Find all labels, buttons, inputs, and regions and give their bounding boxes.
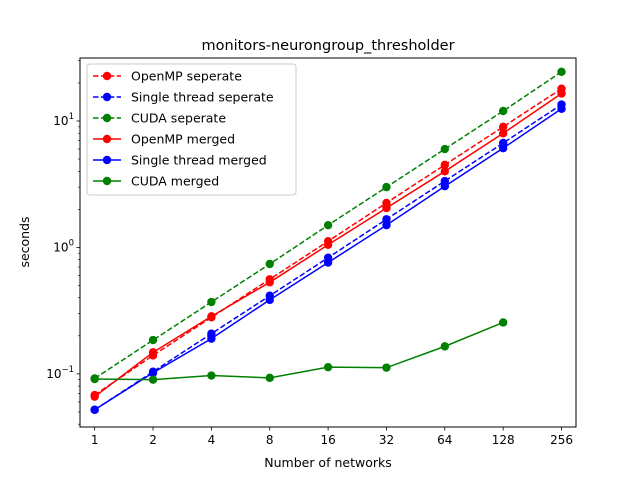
data-point	[207, 312, 216, 321]
x-tick-label: 2	[149, 433, 157, 447]
x-tick-label: 64	[437, 433, 452, 447]
chart-title: monitors-neurongroup_thresholder	[201, 38, 454, 54]
x-tick-label: 256	[550, 433, 573, 447]
legend-marker	[102, 155, 112, 165]
x-axis: 1 2 4 8 16 32 64 128 256	[91, 427, 573, 447]
x-tick-label: 1	[91, 433, 99, 447]
legend-marker	[102, 92, 112, 102]
x-tick-label: 8	[266, 433, 274, 447]
data-point	[207, 371, 216, 380]
data-point	[148, 348, 158, 357]
data-point	[440, 342, 450, 351]
data-point	[90, 405, 99, 414]
legend-item: CUDA merged	[93, 174, 219, 189]
data-point	[148, 335, 158, 345]
data-point	[148, 375, 158, 384]
series-4	[90, 89, 566, 401]
legend-item: CUDA seperate	[93, 111, 226, 126]
legend-label: Single thread merged	[131, 153, 267, 168]
legend-marker	[102, 71, 112, 81]
data-point	[323, 240, 333, 249]
x-tick-label: 128	[492, 433, 515, 447]
data-point	[440, 144, 450, 154]
data-point	[498, 106, 508, 116]
data-point	[498, 129, 508, 138]
y-axis-label: seconds	[17, 216, 32, 267]
series-layer	[90, 67, 566, 414]
data-point	[382, 182, 391, 192]
legend-marker	[102, 113, 112, 123]
legend-label: CUDA seperate	[131, 111, 226, 126]
legend-label: OpenMP seperate	[131, 69, 242, 84]
series-line	[94, 321, 504, 381]
data-point	[90, 374, 99, 384]
legend-item: OpenMP seperate	[93, 69, 242, 84]
legend-label: CUDA merged	[131, 174, 219, 189]
x-tick-label: 32	[379, 433, 394, 447]
data-point	[498, 318, 508, 327]
legend-items: OpenMP seperate Single thread seperate CUD…	[93, 69, 274, 189]
data-point	[440, 167, 450, 176]
data-point	[382, 220, 391, 230]
data-point	[265, 373, 274, 383]
data-point	[557, 89, 566, 98]
data-point	[265, 278, 274, 287]
legend-item: OpenMP merged	[93, 132, 235, 147]
x-axis-label: Number of networks	[264, 455, 391, 470]
data-point	[323, 258, 333, 267]
series-6	[90, 318, 508, 384]
data-point	[90, 392, 99, 401]
legend-label: Single thread seperate	[131, 90, 274, 105]
x-tick-label: 4	[208, 433, 216, 447]
legend-item: Single thread seperate	[93, 90, 274, 105]
data-point	[265, 259, 274, 269]
legend-box	[86, 63, 297, 196]
data-point	[207, 334, 216, 343]
x-tick-label: 16	[320, 433, 335, 447]
legend-marker	[102, 134, 112, 144]
data-point	[440, 182, 450, 191]
data-point	[557, 67, 566, 76]
data-point	[323, 220, 333, 230]
data-point	[498, 122, 508, 131]
data-point	[498, 143, 508, 153]
legend: OpenMP seperate Single thread seperate CUD…	[86, 63, 297, 196]
data-point	[382, 203, 391, 213]
data-point	[382, 363, 391, 372]
data-point	[382, 215, 391, 224]
legend-label: OpenMP merged	[131, 132, 235, 147]
legend-item: Single thread merged	[93, 153, 267, 168]
series-3	[90, 67, 566, 383]
data-point	[207, 297, 216, 307]
legend-marker	[102, 176, 112, 186]
data-point	[323, 362, 333, 372]
data-point	[265, 295, 274, 305]
series-5	[90, 104, 566, 414]
data-point	[557, 104, 566, 113]
data-point	[440, 160, 450, 170]
data-point	[148, 368, 158, 377]
